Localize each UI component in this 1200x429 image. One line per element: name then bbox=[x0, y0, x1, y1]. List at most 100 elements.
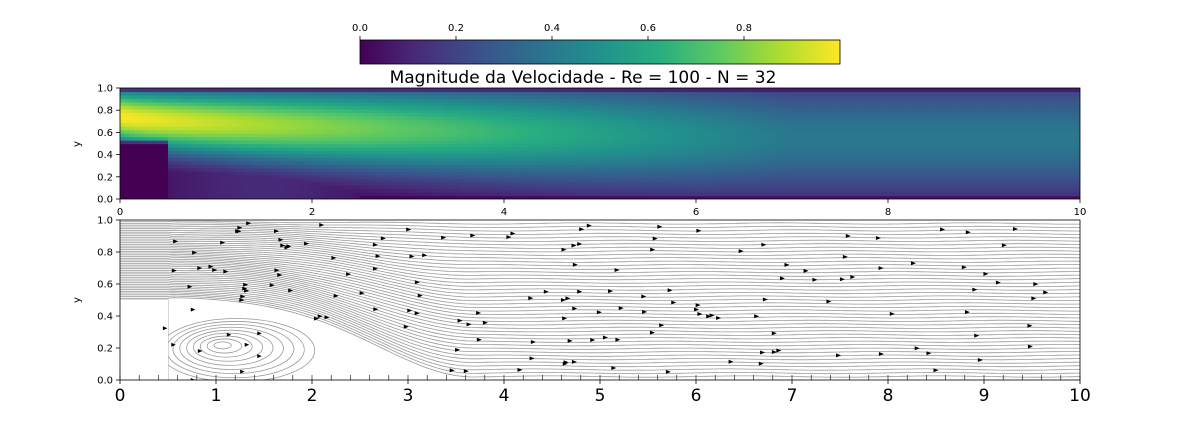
heatmap-cell bbox=[753, 160, 759, 165]
heatmap-cell bbox=[1032, 122, 1038, 127]
heatmap-cell bbox=[139, 126, 145, 131]
heatmap-cell bbox=[264, 167, 270, 172]
heatmap-cell bbox=[1056, 164, 1062, 169]
heatmap-cell bbox=[1041, 164, 1047, 169]
heatmap-cell bbox=[201, 174, 207, 179]
heatmap-cell bbox=[398, 133, 404, 138]
heatmap-cell bbox=[345, 160, 351, 165]
heatmap-cell bbox=[1036, 188, 1043, 193]
heatmap-cell bbox=[547, 112, 553, 117]
heatmap-cell bbox=[302, 174, 308, 179]
heatmap-cell bbox=[364, 112, 371, 117]
heatmap-cell bbox=[451, 171, 457, 176]
heatmap-cell bbox=[1017, 143, 1023, 148]
heatmap-cell bbox=[657, 140, 663, 145]
heatmap-cell bbox=[206, 143, 212, 148]
heatmap-cell bbox=[705, 143, 711, 148]
heatmap-cell bbox=[715, 146, 721, 152]
heatmap-cell bbox=[950, 136, 956, 141]
heatmap-cell bbox=[340, 136, 347, 141]
heatmap-cell bbox=[782, 160, 788, 165]
heatmap-cell bbox=[628, 174, 635, 179]
heatmap-cell bbox=[969, 178, 975, 183]
heatmap-cell bbox=[144, 171, 150, 176]
heatmap-cell bbox=[768, 181, 774, 186]
heatmap-cell bbox=[187, 146, 193, 152]
heatmap-cell bbox=[830, 143, 836, 148]
heatmap-cell bbox=[1041, 115, 1047, 120]
heatmap-cell bbox=[969, 153, 975, 158]
heatmap-cell bbox=[201, 171, 207, 176]
heatmap-cell bbox=[619, 164, 625, 169]
heatmap-cell bbox=[816, 167, 822, 172]
heatmap-cell bbox=[1012, 115, 1019, 120]
heatmap-cell bbox=[912, 153, 918, 158]
heatmap-cell bbox=[364, 150, 371, 155]
heatmap-cell bbox=[696, 129, 702, 134]
heatmap-cell bbox=[729, 140, 735, 145]
heatmap-cell bbox=[609, 171, 615, 176]
heatmap-cell bbox=[974, 115, 980, 120]
heatmap-cell bbox=[902, 157, 908, 162]
heatmap-cell bbox=[168, 157, 174, 162]
heatmap-cell bbox=[268, 115, 275, 120]
heatmap-cell bbox=[1008, 178, 1014, 183]
heatmap-cell bbox=[868, 195, 875, 199]
heatmap-cell bbox=[148, 115, 155, 120]
heatmap-cell bbox=[288, 126, 294, 131]
heatmap-cell bbox=[753, 185, 759, 190]
heatmap-cell bbox=[988, 178, 995, 183]
heatmap-cell bbox=[883, 122, 889, 127]
heatmap-cell bbox=[739, 143, 745, 148]
heatmap-cell bbox=[772, 167, 779, 172]
heatmap-cell bbox=[456, 129, 462, 134]
heatmap-cell bbox=[1070, 143, 1076, 148]
heatmap-cell bbox=[960, 143, 966, 148]
heatmap-cell bbox=[868, 160, 875, 165]
heatmap-cell bbox=[225, 126, 231, 131]
heatmap-cell bbox=[676, 143, 683, 148]
heatmap-cell bbox=[374, 195, 380, 199]
heatmap-cell bbox=[580, 112, 587, 117]
heatmap-cell bbox=[792, 143, 798, 148]
heatmap-cell bbox=[595, 136, 601, 141]
heatmap-cell bbox=[129, 136, 135, 141]
heatmap-cell bbox=[955, 167, 961, 172]
heatmap-cell bbox=[460, 167, 467, 172]
heatmap-cell bbox=[134, 188, 140, 193]
heatmap-cell bbox=[1046, 115, 1052, 120]
heatmap-cell bbox=[1075, 157, 1080, 162]
heatmap-cell bbox=[969, 146, 975, 152]
heatmap-cell bbox=[705, 174, 711, 179]
heatmap-cell bbox=[888, 143, 894, 148]
heatmap-cell bbox=[580, 195, 587, 199]
heatmap-cell bbox=[369, 160, 375, 165]
heatmap-cell bbox=[1041, 178, 1047, 183]
heatmap-cell bbox=[230, 181, 236, 186]
heatmap-cell bbox=[729, 157, 735, 162]
heatmap-cell bbox=[465, 188, 471, 193]
heatmap-cell bbox=[321, 185, 327, 190]
heatmap-cell bbox=[576, 146, 582, 152]
heatmap-cell bbox=[945, 157, 951, 162]
heatmap-cell bbox=[758, 195, 764, 199]
heatmap-cell bbox=[307, 181, 313, 186]
heatmap-cell bbox=[384, 140, 390, 145]
heatmap-cell bbox=[777, 178, 783, 183]
heatmap-cell bbox=[609, 157, 615, 162]
heatmap-cell bbox=[264, 164, 270, 169]
heatmap-cell bbox=[547, 192, 553, 197]
heatmap-cell bbox=[979, 150, 985, 155]
heatmap-cell bbox=[264, 160, 270, 165]
heatmap-cell bbox=[681, 164, 687, 169]
heatmap-cell bbox=[259, 136, 265, 141]
heatmap-cell bbox=[489, 171, 495, 176]
heatmap-cell bbox=[931, 126, 937, 131]
heatmap-cell bbox=[945, 143, 951, 148]
heatmap-cell bbox=[523, 153, 529, 158]
heatmap-cell bbox=[993, 171, 999, 176]
heatmap-cell bbox=[297, 146, 303, 152]
heatmap-cell bbox=[998, 122, 1004, 127]
heatmap-cell bbox=[849, 150, 855, 155]
heatmap-cell bbox=[230, 157, 236, 162]
